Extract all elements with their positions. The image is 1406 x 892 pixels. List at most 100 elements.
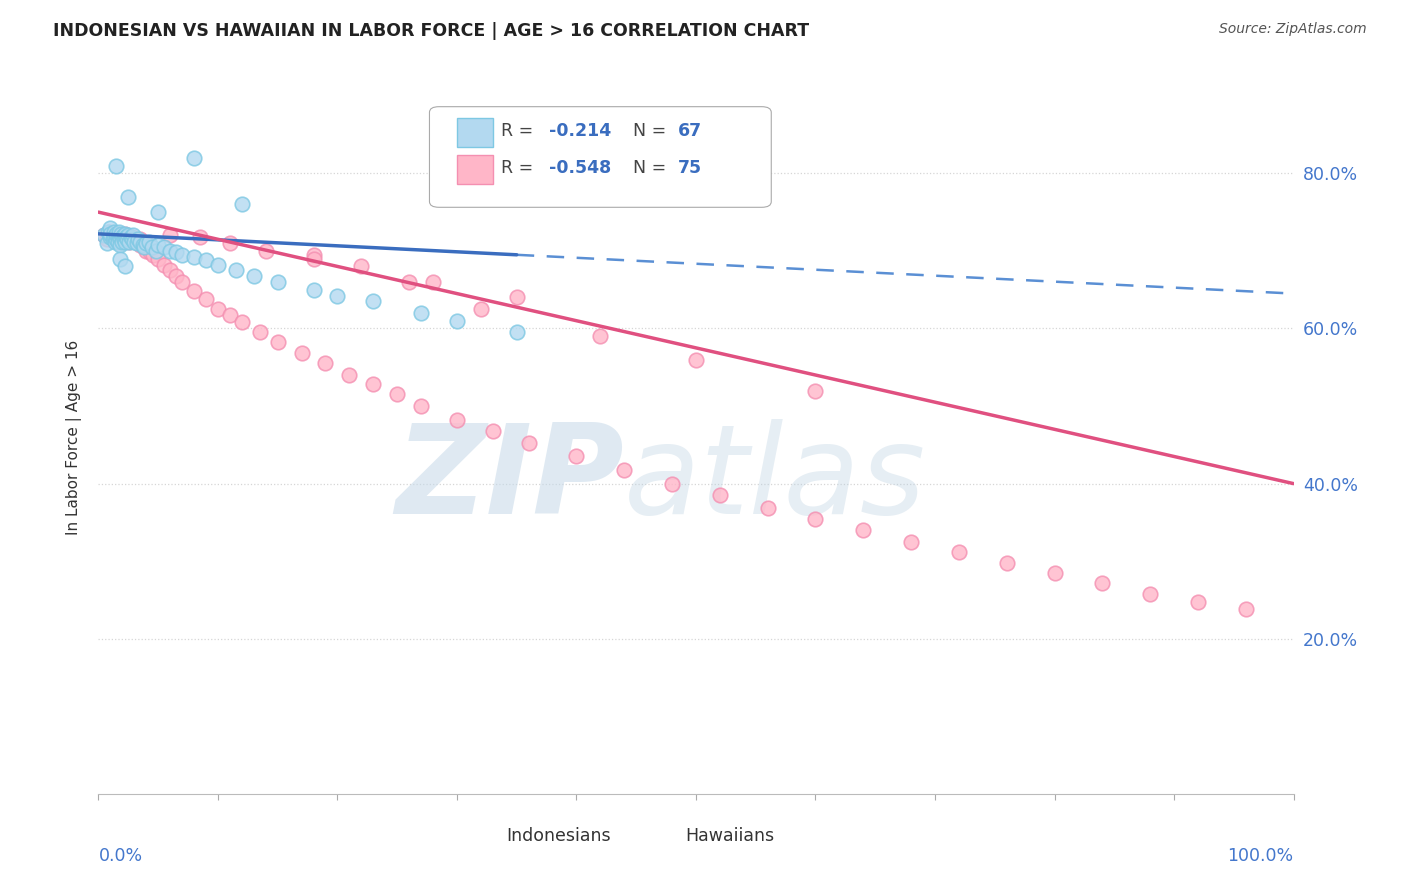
Y-axis label: In Labor Force | Age > 16: In Labor Force | Age > 16: [66, 340, 83, 534]
Text: Source: ZipAtlas.com: Source: ZipAtlas.com: [1219, 22, 1367, 37]
Point: [108, 232, 131, 246]
Text: -0.214: -0.214: [548, 122, 612, 140]
Point: [565, 450, 588, 464]
Point: [122, 228, 145, 243]
Point: [121, 230, 143, 244]
Text: -0.548: -0.548: [548, 159, 612, 177]
Point: [111, 230, 134, 244]
Point: [114, 260, 136, 274]
Point: [613, 463, 636, 477]
Point: [107, 225, 129, 239]
Point: [115, 230, 138, 244]
Point: [207, 258, 229, 272]
Point: [231, 197, 253, 211]
Point: [589, 329, 612, 343]
FancyBboxPatch shape: [457, 155, 494, 184]
Point: [98, 227, 122, 241]
Text: ZIP: ZIP: [395, 419, 624, 541]
Point: [120, 230, 142, 244]
Point: [118, 235, 141, 249]
Point: [1234, 602, 1257, 616]
Point: [108, 232, 131, 246]
Point: [131, 237, 153, 252]
Point: [107, 228, 129, 243]
Point: [105, 228, 128, 243]
Point: [1043, 566, 1066, 580]
Point: [195, 292, 218, 306]
Point: [315, 356, 337, 370]
Point: [225, 263, 247, 277]
Text: R =: R =: [501, 122, 538, 140]
Point: [661, 476, 683, 491]
Point: [127, 232, 149, 246]
Point: [115, 232, 138, 246]
Point: [148, 252, 170, 266]
Point: [685, 352, 707, 367]
Point: [254, 244, 277, 258]
Point: [107, 230, 129, 244]
Point: [148, 237, 170, 252]
Point: [172, 248, 194, 262]
Point: [114, 235, 136, 249]
Point: [153, 258, 176, 272]
Point: [98, 220, 122, 235]
Point: [132, 240, 155, 254]
Text: 0.0%: 0.0%: [98, 847, 142, 865]
Text: Indonesians: Indonesians: [506, 827, 610, 845]
Point: [103, 230, 125, 244]
Point: [112, 232, 135, 246]
Point: [363, 377, 385, 392]
Point: [183, 151, 205, 165]
Text: 67: 67: [678, 122, 702, 140]
Point: [110, 227, 132, 241]
Point: [756, 501, 779, 516]
Point: [98, 225, 121, 239]
Point: [291, 346, 314, 360]
Point: [302, 248, 325, 262]
Point: [101, 232, 124, 246]
Point: [98, 230, 122, 244]
Point: [398, 275, 420, 289]
Point: [195, 253, 218, 268]
Point: [107, 230, 129, 244]
Text: N =: N =: [633, 122, 672, 140]
Point: [97, 225, 120, 239]
Point: [111, 228, 134, 243]
Point: [411, 306, 433, 320]
Text: 75: 75: [678, 159, 702, 177]
Point: [103, 232, 125, 246]
FancyBboxPatch shape: [457, 118, 494, 146]
Point: [385, 387, 409, 401]
Point: [900, 534, 922, 549]
Point: [948, 545, 970, 559]
Point: [267, 335, 290, 350]
Text: 100.0%: 100.0%: [1227, 847, 1294, 865]
Point: [107, 235, 129, 249]
Point: [112, 228, 135, 243]
Text: R =: R =: [501, 159, 538, 177]
Point: [139, 245, 162, 260]
Text: Hawaiians: Hawaiians: [685, 827, 775, 845]
Point: [249, 326, 271, 340]
Point: [804, 511, 827, 525]
Point: [114, 227, 136, 241]
FancyBboxPatch shape: [429, 107, 772, 207]
Point: [118, 235, 141, 249]
Point: [422, 275, 444, 289]
Point: [302, 252, 325, 266]
Point: [165, 245, 187, 260]
Point: [326, 289, 349, 303]
Point: [125, 236, 148, 251]
Point: [105, 232, 128, 246]
Point: [350, 260, 373, 274]
Point: [105, 228, 128, 243]
Point: [302, 283, 325, 297]
Point: [104, 235, 127, 249]
Point: [709, 488, 731, 502]
FancyBboxPatch shape: [475, 830, 501, 846]
Point: [411, 399, 433, 413]
Point: [93, 228, 115, 243]
Point: [339, 368, 361, 382]
Point: [506, 290, 529, 304]
Point: [159, 228, 181, 243]
